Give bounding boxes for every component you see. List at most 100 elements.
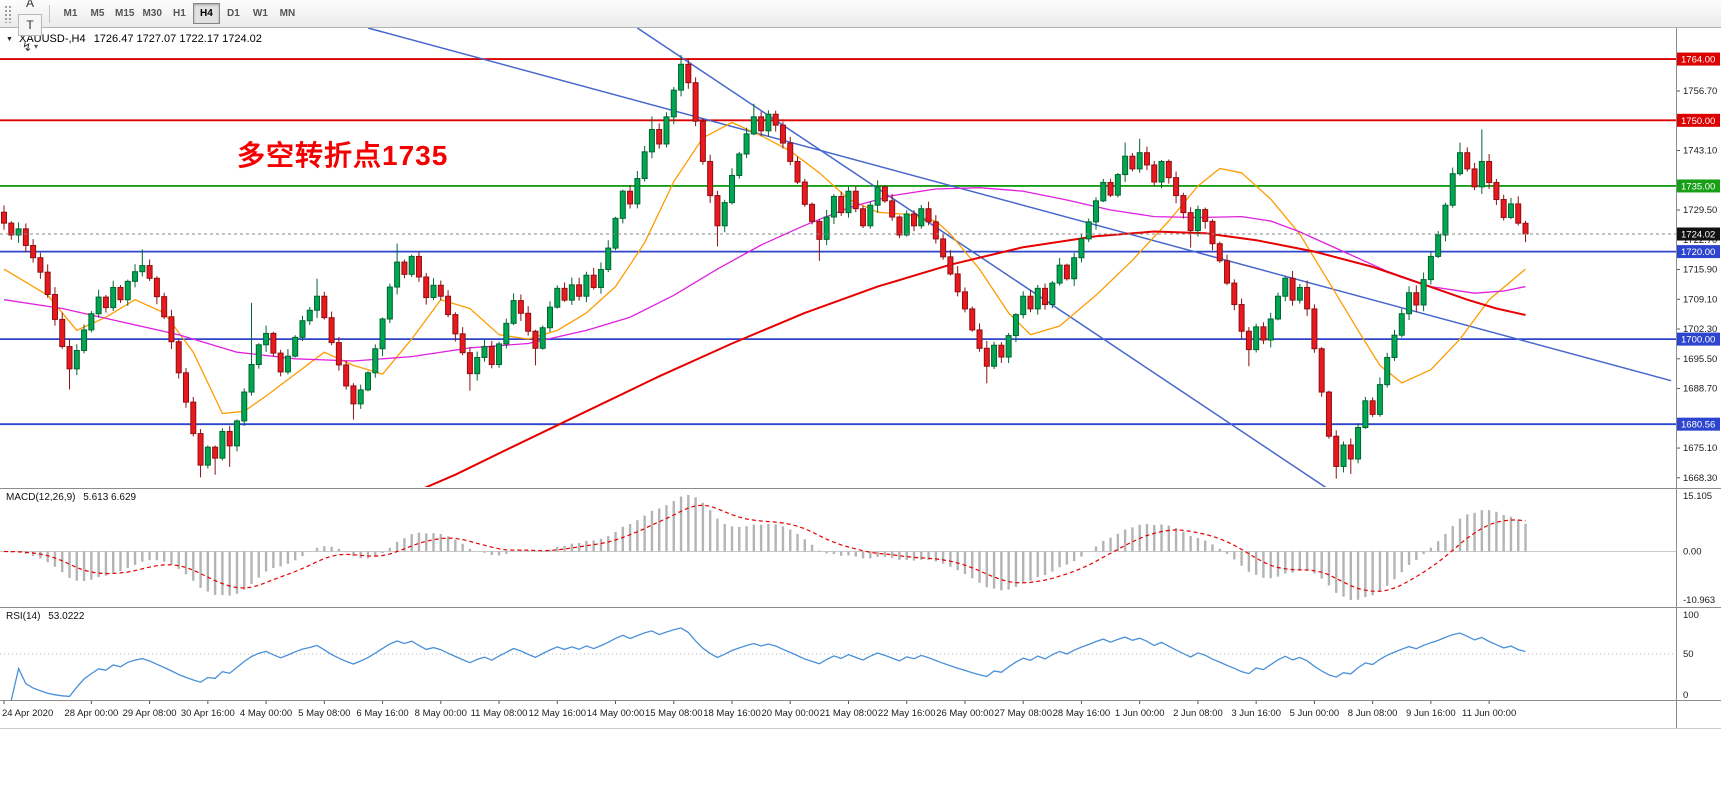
- price-axis[interactable]: [1676, 28, 1721, 700]
- macd-histogram: [10, 495, 1527, 600]
- svg-text:1680.56: 1680.56: [1681, 420, 1715, 431]
- svg-text:-10.963: -10.963: [1683, 595, 1715, 606]
- macd-name: MACD(12,26,9): [6, 492, 76, 503]
- svg-text:20 May 00:00: 20 May 00:00: [761, 708, 819, 719]
- svg-text:1720.00: 1720.00: [1681, 247, 1715, 258]
- timeframe-h1-button[interactable]: H1: [166, 3, 193, 24]
- rsi-line: [10, 627, 1526, 701]
- svg-text:1709.10: 1709.10: [1683, 294, 1717, 305]
- svg-text:1688.70: 1688.70: [1683, 384, 1717, 395]
- chart-annotation-text[interactable]: 多空转折点1735: [237, 140, 449, 171]
- timeframe-m15-button[interactable]: M15: [111, 3, 138, 24]
- macd-indicator-label: MACD(12,26,9) 5.613 6.629: [6, 492, 136, 503]
- svg-text:1743.10: 1743.10: [1683, 146, 1717, 157]
- annotation-tool-button[interactable]: A: [18, 0, 42, 14]
- macd-axis-labels: 15.105 0.00 -10.963: [1683, 491, 1715, 606]
- svg-text:15.105: 15.105: [1683, 491, 1712, 502]
- svg-text:3 Jun 16:00: 3 Jun 16:00: [1231, 708, 1281, 719]
- svg-text:8 May 00:00: 8 May 00:00: [415, 708, 467, 719]
- svg-text:5 Jun 00:00: 5 Jun 00:00: [1290, 708, 1340, 719]
- ma-slow-line: [424, 230, 1526, 487]
- chevron-down-icon[interactable]: ▼: [6, 36, 13, 43]
- macd-values: 5.613 6.629: [83, 492, 137, 503]
- svg-text:18 May 16:00: 18 May 16:00: [703, 708, 761, 719]
- toolbar-grip[interactable]: [4, 4, 12, 23]
- svg-text:1764.00: 1764.00: [1681, 55, 1715, 66]
- svg-text:1729.50: 1729.50: [1683, 205, 1717, 216]
- svg-text:24 Apr 2020: 24 Apr 2020: [2, 708, 53, 719]
- svg-text:28 May 16:00: 28 May 16:00: [1053, 708, 1111, 719]
- rsi-value: 53.0222: [48, 611, 85, 622]
- svg-text:1735.00: 1735.00: [1681, 181, 1715, 192]
- candlesticks: [1, 55, 1529, 479]
- svg-text:4 May 00:00: 4 May 00:00: [240, 708, 292, 719]
- ma-fast-line: [3, 121, 1526, 415]
- panel-separators: [0, 28, 1721, 729]
- objects-tool-button[interactable]: ↯ ▾: [18, 36, 42, 58]
- price-level-badge: 1720.00: [1677, 245, 1720, 259]
- svg-text:28 Apr 00:00: 28 Apr 00:00: [64, 708, 118, 719]
- timeframe-m1-button[interactable]: M1: [57, 3, 84, 24]
- price-level-badge: 1764.00: [1677, 52, 1720, 66]
- svg-text:11 May 08:00: 11 May 08:00: [471, 708, 528, 719]
- timeframe-button-group: M1 M5 M15 M30 H1 H4 D1 W1 MN: [57, 3, 301, 24]
- time-axis-labels: 24 Apr 2020 28 Apr 00:00 29 Apr 08:00 30 Ap…: [2, 700, 1516, 719]
- price-level-badge: 1750.00: [1677, 113, 1720, 127]
- timeframe-h4-button[interactable]: H4: [192, 3, 220, 24]
- timeframe-m5-button[interactable]: M5: [84, 3, 111, 24]
- svg-text:1675.10: 1675.10: [1683, 443, 1717, 454]
- time-axis[interactable]: [0, 700, 1721, 728]
- svg-text:2 Jun 08:00: 2 Jun 08:00: [1173, 708, 1223, 719]
- svg-text:0.00: 0.00: [1683, 546, 1702, 557]
- svg-text:21 May 08:00: 21 May 08:00: [820, 708, 878, 719]
- price-axis-labels: 1756.701743.101729.501722.701715.901709.…: [1676, 86, 1717, 484]
- price-level-badge: 1680.56: [1677, 417, 1720, 431]
- dropdown-caret-icon: ▾: [34, 42, 39, 51]
- svg-text:15 May 08:00: 15 May 08:00: [645, 708, 703, 719]
- svg-text:1724.02: 1724.02: [1681, 230, 1715, 241]
- main-chart-panel[interactable]: [0, 28, 1721, 487]
- svg-text:0: 0: [1683, 690, 1688, 701]
- ohlc-readout: 1726.47 1727.07 1722.17 1724.02: [93, 33, 262, 45]
- macd-signal-line: [3, 504, 1526, 592]
- svg-text:22 May 16:00: 22 May 16:00: [878, 708, 936, 719]
- svg-text:8 Jun 08:00: 8 Jun 08:00: [1348, 708, 1398, 719]
- timeframe-mn-button[interactable]: MN: [274, 3, 301, 24]
- toolbar-separator: [49, 4, 50, 23]
- timeframe-d1-button[interactable]: D1: [220, 3, 247, 24]
- svg-text:11 Jun 00:00: 11 Jun 00:00: [1462, 708, 1516, 719]
- svg-text:1700.00: 1700.00: [1681, 335, 1715, 346]
- svg-text:1715.90: 1715.90: [1683, 265, 1717, 276]
- svg-text:6 May 16:00: 6 May 16:00: [356, 708, 408, 719]
- svg-text:1 Jun 00:00: 1 Jun 00:00: [1115, 708, 1165, 719]
- svg-text:14 May 00:00: 14 May 00:00: [587, 708, 645, 719]
- svg-text:29 Apr 08:00: 29 Apr 08:00: [123, 708, 177, 719]
- svg-text:50: 50: [1683, 649, 1694, 660]
- symbol-name: XAUUSD-,H4: [19, 33, 86, 45]
- current-price-badge: 1724.02: [1677, 227, 1720, 241]
- svg-text:9 Jun 16:00: 9 Jun 16:00: [1406, 708, 1456, 719]
- svg-text:1702.30: 1702.30: [1683, 324, 1717, 335]
- svg-text:1668.30: 1668.30: [1683, 473, 1717, 484]
- rsi-indicator-label: RSI(14) 53.0222: [6, 611, 84, 622]
- svg-text:100: 100: [1683, 610, 1699, 621]
- macd-panel[interactable]: [0, 489, 1721, 606]
- timeframe-w1-button[interactable]: W1: [247, 3, 274, 24]
- symbol-title: ▼ XAUUSD-,H4 1726.47 1727.07 1722.17 172…: [6, 33, 262, 45]
- svg-text:5 May 08:00: 5 May 08:00: [298, 708, 350, 719]
- rsi-name: RSI(14): [6, 611, 41, 622]
- tool-button-group: ▥AT↯▾: [18, 0, 42, 58]
- svg-text:1756.70: 1756.70: [1683, 86, 1717, 97]
- timeframe-m30-button[interactable]: M30: [138, 3, 165, 24]
- svg-text:30 Apr 16:00: 30 Apr 16:00: [181, 708, 235, 719]
- text-tool-button[interactable]: T: [18, 13, 42, 36]
- svg-text:27 May 08:00: 27 May 08:00: [994, 708, 1052, 719]
- svg-text:1750.00: 1750.00: [1681, 116, 1715, 127]
- svg-text:26 May 00:00: 26 May 00:00: [936, 708, 994, 719]
- price-level-badge: 1700.00: [1677, 332, 1720, 346]
- svg-text:1695.50: 1695.50: [1683, 354, 1717, 365]
- rsi-axis-labels: 100 50 0: [1683, 610, 1699, 701]
- svg-text:12 May 16:00: 12 May 16:00: [528, 708, 586, 719]
